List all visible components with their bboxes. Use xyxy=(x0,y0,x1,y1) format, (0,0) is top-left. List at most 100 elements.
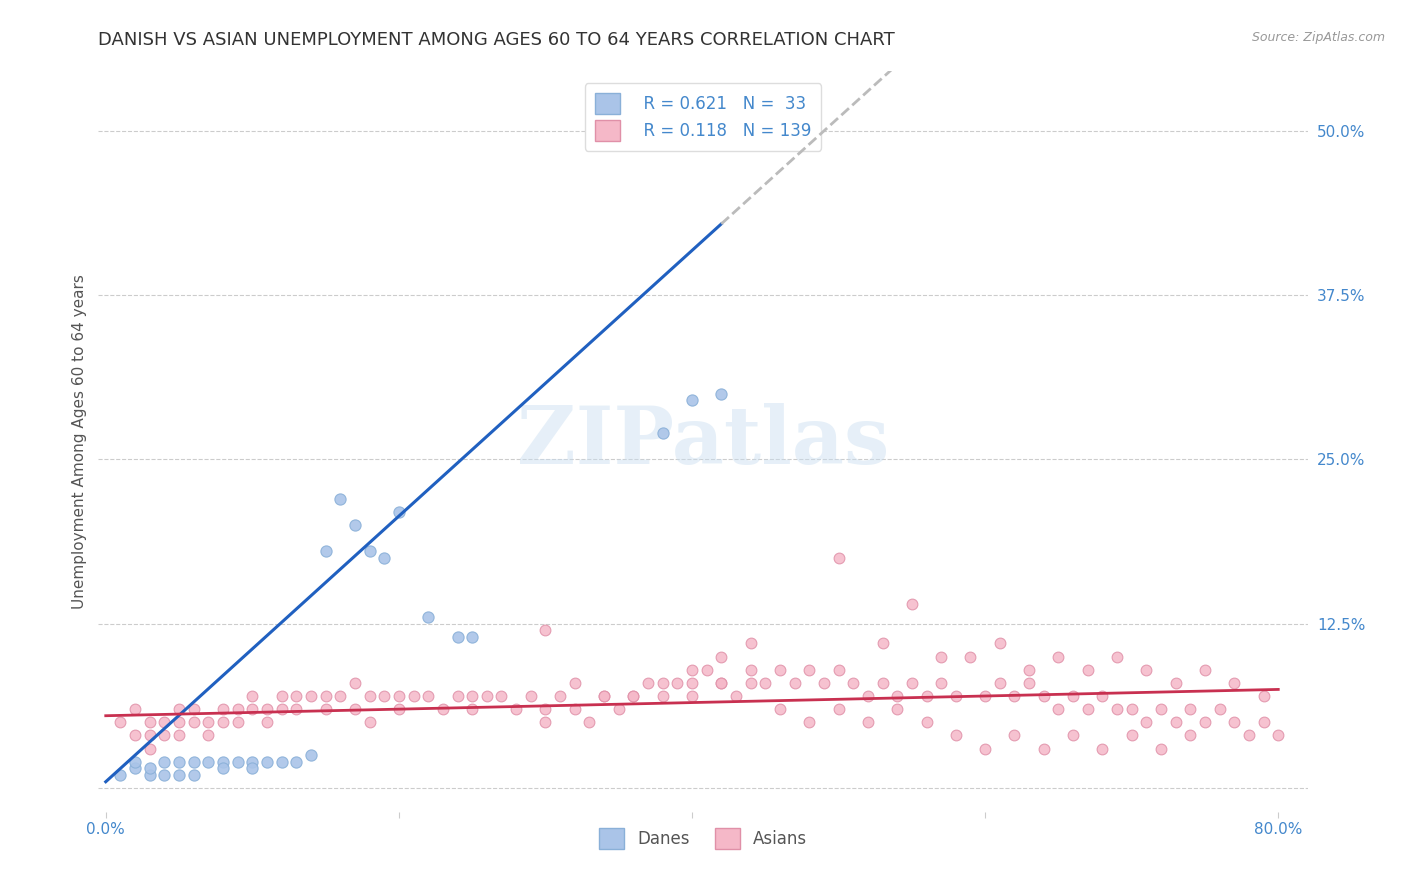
Point xyxy=(827,550,849,565)
Point xyxy=(153,768,176,782)
Point xyxy=(505,702,527,716)
Point xyxy=(1150,702,1173,716)
Point xyxy=(197,755,219,769)
Point xyxy=(1267,728,1289,742)
Point xyxy=(270,702,292,716)
Point xyxy=(138,741,160,756)
Point xyxy=(593,689,616,703)
Point xyxy=(740,663,762,677)
Point xyxy=(226,755,249,769)
Point xyxy=(1062,728,1084,742)
Point xyxy=(534,702,557,716)
Point xyxy=(124,702,146,716)
Point xyxy=(329,491,352,506)
Point xyxy=(270,755,292,769)
Point xyxy=(1062,689,1084,703)
Point xyxy=(461,689,484,703)
Point xyxy=(872,676,894,690)
Point xyxy=(1164,715,1187,730)
Point xyxy=(710,386,733,401)
Point xyxy=(388,689,411,703)
Point xyxy=(1223,715,1246,730)
Point xyxy=(1194,663,1216,677)
Point xyxy=(974,741,997,756)
Point xyxy=(138,761,160,775)
Point xyxy=(783,676,806,690)
Point xyxy=(1150,741,1173,756)
Point xyxy=(945,689,967,703)
Point xyxy=(167,755,190,769)
Point xyxy=(1077,702,1099,716)
Point xyxy=(124,728,146,742)
Point xyxy=(769,663,792,677)
Point xyxy=(1121,728,1143,742)
Point xyxy=(388,505,411,519)
Point xyxy=(285,702,308,716)
Point xyxy=(197,728,219,742)
Point xyxy=(1018,663,1040,677)
Point xyxy=(1164,676,1187,690)
Point xyxy=(1105,702,1128,716)
Point xyxy=(740,676,762,690)
Point xyxy=(388,702,411,716)
Y-axis label: Unemployment Among Ages 60 to 64 years: Unemployment Among Ages 60 to 64 years xyxy=(72,274,87,609)
Point xyxy=(1047,702,1070,716)
Point xyxy=(1135,715,1157,730)
Point xyxy=(1135,663,1157,677)
Point xyxy=(915,715,938,730)
Point xyxy=(315,702,337,716)
Point xyxy=(153,755,176,769)
Point xyxy=(1004,689,1026,703)
Point xyxy=(299,689,322,703)
Point xyxy=(637,676,659,690)
Point xyxy=(945,728,967,742)
Point xyxy=(197,715,219,730)
Point xyxy=(256,755,278,769)
Point xyxy=(901,597,924,611)
Point xyxy=(1032,741,1054,756)
Point xyxy=(418,610,440,624)
Point xyxy=(256,702,278,716)
Point xyxy=(827,702,849,716)
Point xyxy=(418,689,440,703)
Point xyxy=(226,702,249,716)
Point xyxy=(240,702,263,716)
Point xyxy=(607,702,630,716)
Point xyxy=(959,649,981,664)
Text: ZIPatlas: ZIPatlas xyxy=(517,402,889,481)
Point xyxy=(110,768,132,782)
Point xyxy=(856,715,879,730)
Point xyxy=(124,755,146,769)
Point xyxy=(461,630,484,644)
Point xyxy=(666,676,689,690)
Point xyxy=(359,715,381,730)
Point xyxy=(621,689,644,703)
Point xyxy=(270,689,292,703)
Point xyxy=(988,676,1011,690)
Point xyxy=(138,728,160,742)
Point xyxy=(212,702,235,716)
Point xyxy=(974,689,997,703)
Point xyxy=(315,689,337,703)
Point xyxy=(212,755,235,769)
Point xyxy=(299,748,322,763)
Point xyxy=(681,689,703,703)
Point xyxy=(578,715,600,730)
Point xyxy=(167,702,190,716)
Point xyxy=(886,702,908,716)
Point xyxy=(651,676,673,690)
Point xyxy=(681,393,703,408)
Point xyxy=(153,715,176,730)
Point xyxy=(212,761,235,775)
Point xyxy=(359,544,381,558)
Point xyxy=(461,702,484,716)
Text: Source: ZipAtlas.com: Source: ZipAtlas.com xyxy=(1251,31,1385,45)
Point xyxy=(915,689,938,703)
Point xyxy=(315,544,337,558)
Point xyxy=(696,663,718,677)
Point xyxy=(1047,649,1070,664)
Point xyxy=(432,702,454,716)
Point xyxy=(373,689,395,703)
Point xyxy=(621,689,644,703)
Point xyxy=(124,761,146,775)
